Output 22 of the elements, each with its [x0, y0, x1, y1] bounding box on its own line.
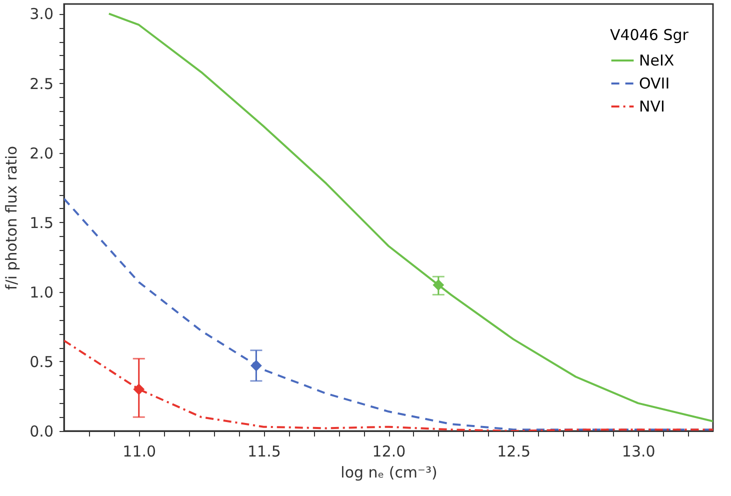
- y-tick-label: 1.5: [30, 214, 54, 232]
- y-tick-label: 1.0: [30, 283, 54, 302]
- x-tick-label: 11.5: [247, 442, 281, 460]
- legend-title: V4046 Sgr: [610, 26, 690, 44]
- x-axis-title: log nₑ (cm⁻³): [340, 464, 438, 482]
- line-series: [108, 12, 713, 422]
- x-tick-label: 12.0: [372, 442, 406, 460]
- point: [250, 360, 262, 372]
- y-tick-label: 0.0: [30, 422, 54, 440]
- y-axis-title: f/i photon flux ratio: [2, 146, 21, 290]
- point: [432, 279, 444, 291]
- y-tick-label: 0.5: [30, 352, 54, 371]
- point: [133, 384, 145, 395]
- y-tick-label: 3.0: [30, 5, 54, 24]
- y-tick-label: 2.5: [30, 74, 54, 93]
- x-tick-label: 13.0: [622, 442, 656, 460]
- legend-label: NeIX: [639, 52, 674, 70]
- x-tick-label: 12.5: [497, 442, 531, 460]
- legend-label: OVII: [639, 74, 670, 92]
- x-tick-label: 11.0: [122, 442, 156, 460]
- legend-label: NVI: [639, 98, 665, 116]
- y-tick-label: 2.0: [30, 144, 54, 162]
